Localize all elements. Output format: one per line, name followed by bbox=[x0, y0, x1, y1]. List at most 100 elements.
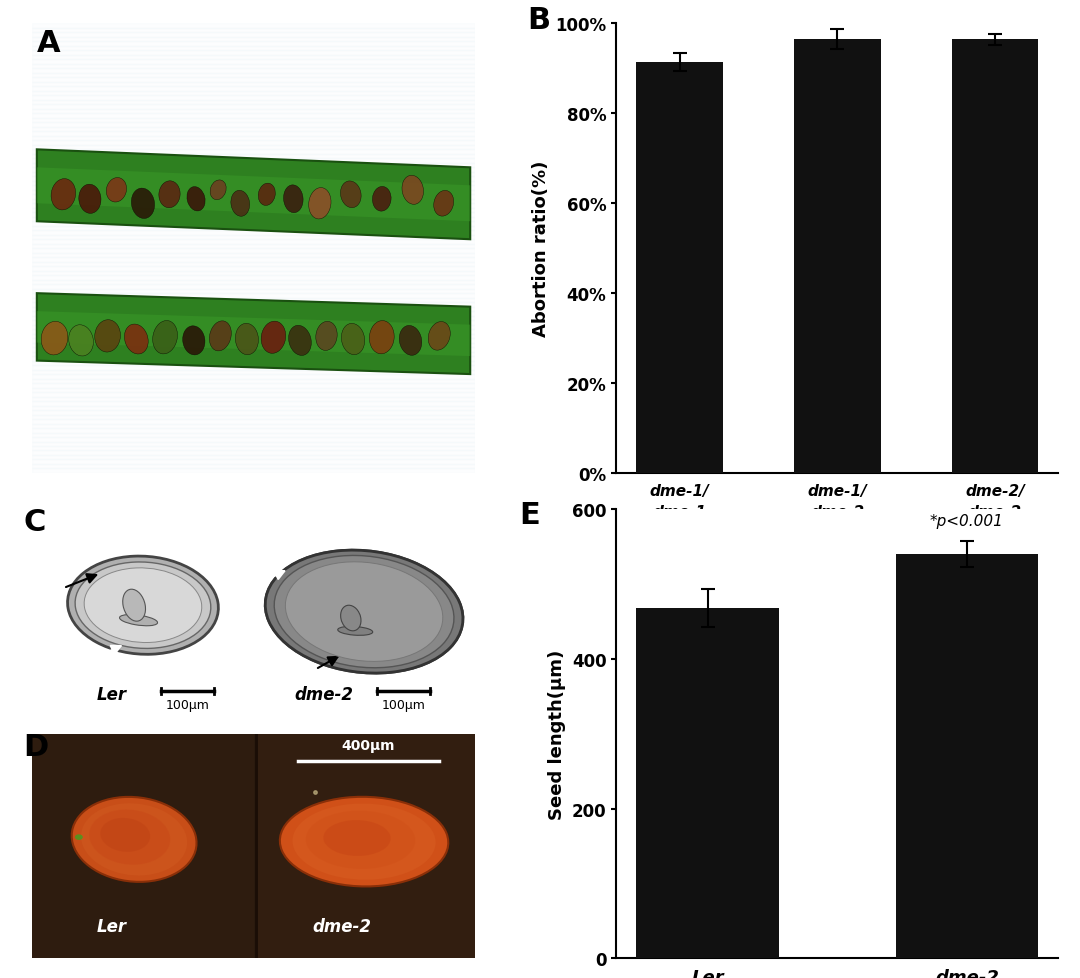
Bar bbox=[32, 388, 474, 392]
Bar bbox=[32, 433, 474, 437]
Bar bbox=[32, 163, 474, 168]
Ellipse shape bbox=[373, 187, 391, 212]
Bar bbox=[32, 204, 474, 208]
Ellipse shape bbox=[274, 556, 454, 668]
Bar bbox=[32, 424, 474, 428]
Ellipse shape bbox=[266, 551, 463, 674]
Bar bbox=[32, 222, 474, 227]
Text: 400μm: 400μm bbox=[341, 738, 395, 752]
Bar bbox=[32, 321, 474, 326]
Ellipse shape bbox=[132, 189, 154, 219]
Bar bbox=[32, 437, 474, 442]
Ellipse shape bbox=[258, 184, 275, 206]
Bar bbox=[32, 128, 474, 132]
Bar bbox=[32, 240, 474, 244]
Ellipse shape bbox=[100, 818, 150, 852]
Bar bbox=[32, 217, 474, 222]
Text: A: A bbox=[37, 29, 60, 58]
Bar bbox=[32, 397, 474, 402]
Polygon shape bbox=[37, 312, 470, 357]
Bar bbox=[32, 173, 474, 177]
Bar bbox=[32, 415, 474, 420]
Bar bbox=[32, 177, 474, 182]
Ellipse shape bbox=[284, 186, 303, 213]
Ellipse shape bbox=[106, 178, 126, 202]
Bar bbox=[32, 200, 474, 204]
Bar bbox=[32, 338, 474, 343]
Bar bbox=[32, 411, 474, 415]
Bar bbox=[32, 208, 474, 213]
Ellipse shape bbox=[293, 804, 435, 880]
Bar bbox=[32, 326, 474, 330]
Bar bbox=[32, 366, 474, 371]
Ellipse shape bbox=[400, 326, 422, 356]
Ellipse shape bbox=[309, 189, 330, 220]
Ellipse shape bbox=[275, 557, 453, 666]
Ellipse shape bbox=[84, 568, 202, 643]
Bar bbox=[32, 447, 474, 451]
Ellipse shape bbox=[124, 325, 148, 355]
Bar bbox=[32, 38, 474, 42]
Bar bbox=[32, 137, 474, 141]
Polygon shape bbox=[37, 168, 470, 222]
Text: dme-2: dme-2 bbox=[295, 686, 354, 703]
Bar bbox=[32, 276, 474, 281]
Text: 100μm: 100μm bbox=[382, 698, 426, 711]
Bar bbox=[32, 392, 474, 397]
Bar bbox=[32, 69, 474, 74]
Bar bbox=[32, 451, 474, 456]
Ellipse shape bbox=[231, 191, 249, 217]
Bar bbox=[32, 52, 474, 56]
Ellipse shape bbox=[340, 182, 361, 208]
Bar bbox=[32, 42, 474, 47]
Bar bbox=[32, 155, 474, 159]
Polygon shape bbox=[37, 151, 470, 240]
Ellipse shape bbox=[285, 562, 443, 662]
Ellipse shape bbox=[369, 322, 394, 354]
Bar bbox=[32, 33, 474, 38]
Bar bbox=[32, 249, 474, 253]
Bar bbox=[32, 330, 474, 334]
Bar bbox=[32, 456, 474, 460]
Bar bbox=[32, 428, 474, 433]
Bar bbox=[32, 78, 474, 83]
Bar bbox=[32, 186, 474, 191]
Bar bbox=[32, 267, 474, 272]
Text: dme-2: dme-2 bbox=[312, 917, 372, 936]
Bar bbox=[32, 118, 474, 123]
Bar bbox=[32, 61, 474, 65]
Bar bbox=[32, 106, 474, 110]
Bar bbox=[32, 281, 474, 285]
Bar bbox=[32, 460, 474, 465]
Bar bbox=[32, 96, 474, 101]
Y-axis label: Seed length(μm): Seed length(μm) bbox=[549, 648, 566, 819]
Polygon shape bbox=[37, 293, 470, 375]
Bar bbox=[32, 272, 474, 276]
Bar bbox=[32, 141, 474, 146]
Bar bbox=[32, 83, 474, 87]
Ellipse shape bbox=[315, 322, 337, 351]
Ellipse shape bbox=[287, 565, 441, 658]
Bar bbox=[32, 151, 474, 155]
Bar bbox=[32, 307, 474, 312]
Ellipse shape bbox=[95, 321, 121, 353]
Bar bbox=[32, 244, 474, 249]
FancyBboxPatch shape bbox=[258, 734, 474, 958]
Bar bbox=[32, 74, 474, 78]
Bar bbox=[32, 298, 474, 303]
Ellipse shape bbox=[341, 324, 365, 355]
Ellipse shape bbox=[51, 179, 76, 210]
Bar bbox=[32, 146, 474, 151]
Ellipse shape bbox=[210, 322, 231, 351]
Bar bbox=[32, 303, 474, 307]
Ellipse shape bbox=[69, 326, 93, 357]
Bar bbox=[32, 406, 474, 411]
Ellipse shape bbox=[159, 182, 180, 208]
Ellipse shape bbox=[120, 615, 158, 626]
Bar bbox=[32, 371, 474, 375]
Text: Ler: Ler bbox=[97, 917, 127, 936]
Bar bbox=[32, 361, 474, 366]
Ellipse shape bbox=[75, 834, 83, 840]
Ellipse shape bbox=[338, 627, 373, 636]
Bar bbox=[32, 114, 474, 118]
